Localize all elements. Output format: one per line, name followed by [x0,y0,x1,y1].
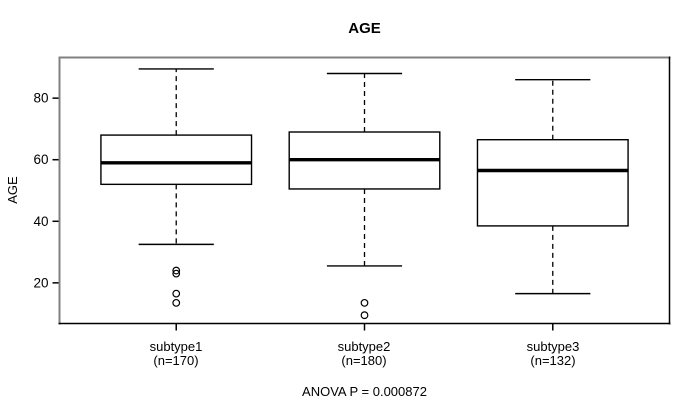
group-label-text: subtype3 [526,339,580,354]
group-label-text: subtype1 [149,339,203,354]
y-tick-label: 60 [33,152,48,167]
outlier-point [360,298,369,307]
group-sublabel-text: (n=180) [341,352,387,368]
x-axis-group-label-subtype3: subtype3 (n=132) [483,340,623,367]
iqr-box [100,134,253,186]
group-label-text: subtype2 [337,339,391,354]
outlier-point [172,289,181,298]
x-axis-group-label-subtype2: subtype2 (n=180) [294,340,434,367]
outlier-point [172,269,181,278]
iqr-box [476,139,629,227]
chart-title: AGE [348,20,381,37]
anova-p-value-annotation: ANOVA P = 0.000872 [302,384,427,399]
group-sublabel-text: (n=132) [530,352,576,368]
outlier-point [360,311,369,320]
outlier-point [172,298,181,307]
y-tick-label: 80 [33,91,48,106]
outlier-point [172,266,181,275]
y-tick-label: 40 [33,214,48,229]
x-axis-group-label-subtype1: subtype1 (n=170) [106,340,246,367]
y-tick-label: 20 [33,275,48,290]
group-sublabel-text: (n=170) [153,352,199,368]
